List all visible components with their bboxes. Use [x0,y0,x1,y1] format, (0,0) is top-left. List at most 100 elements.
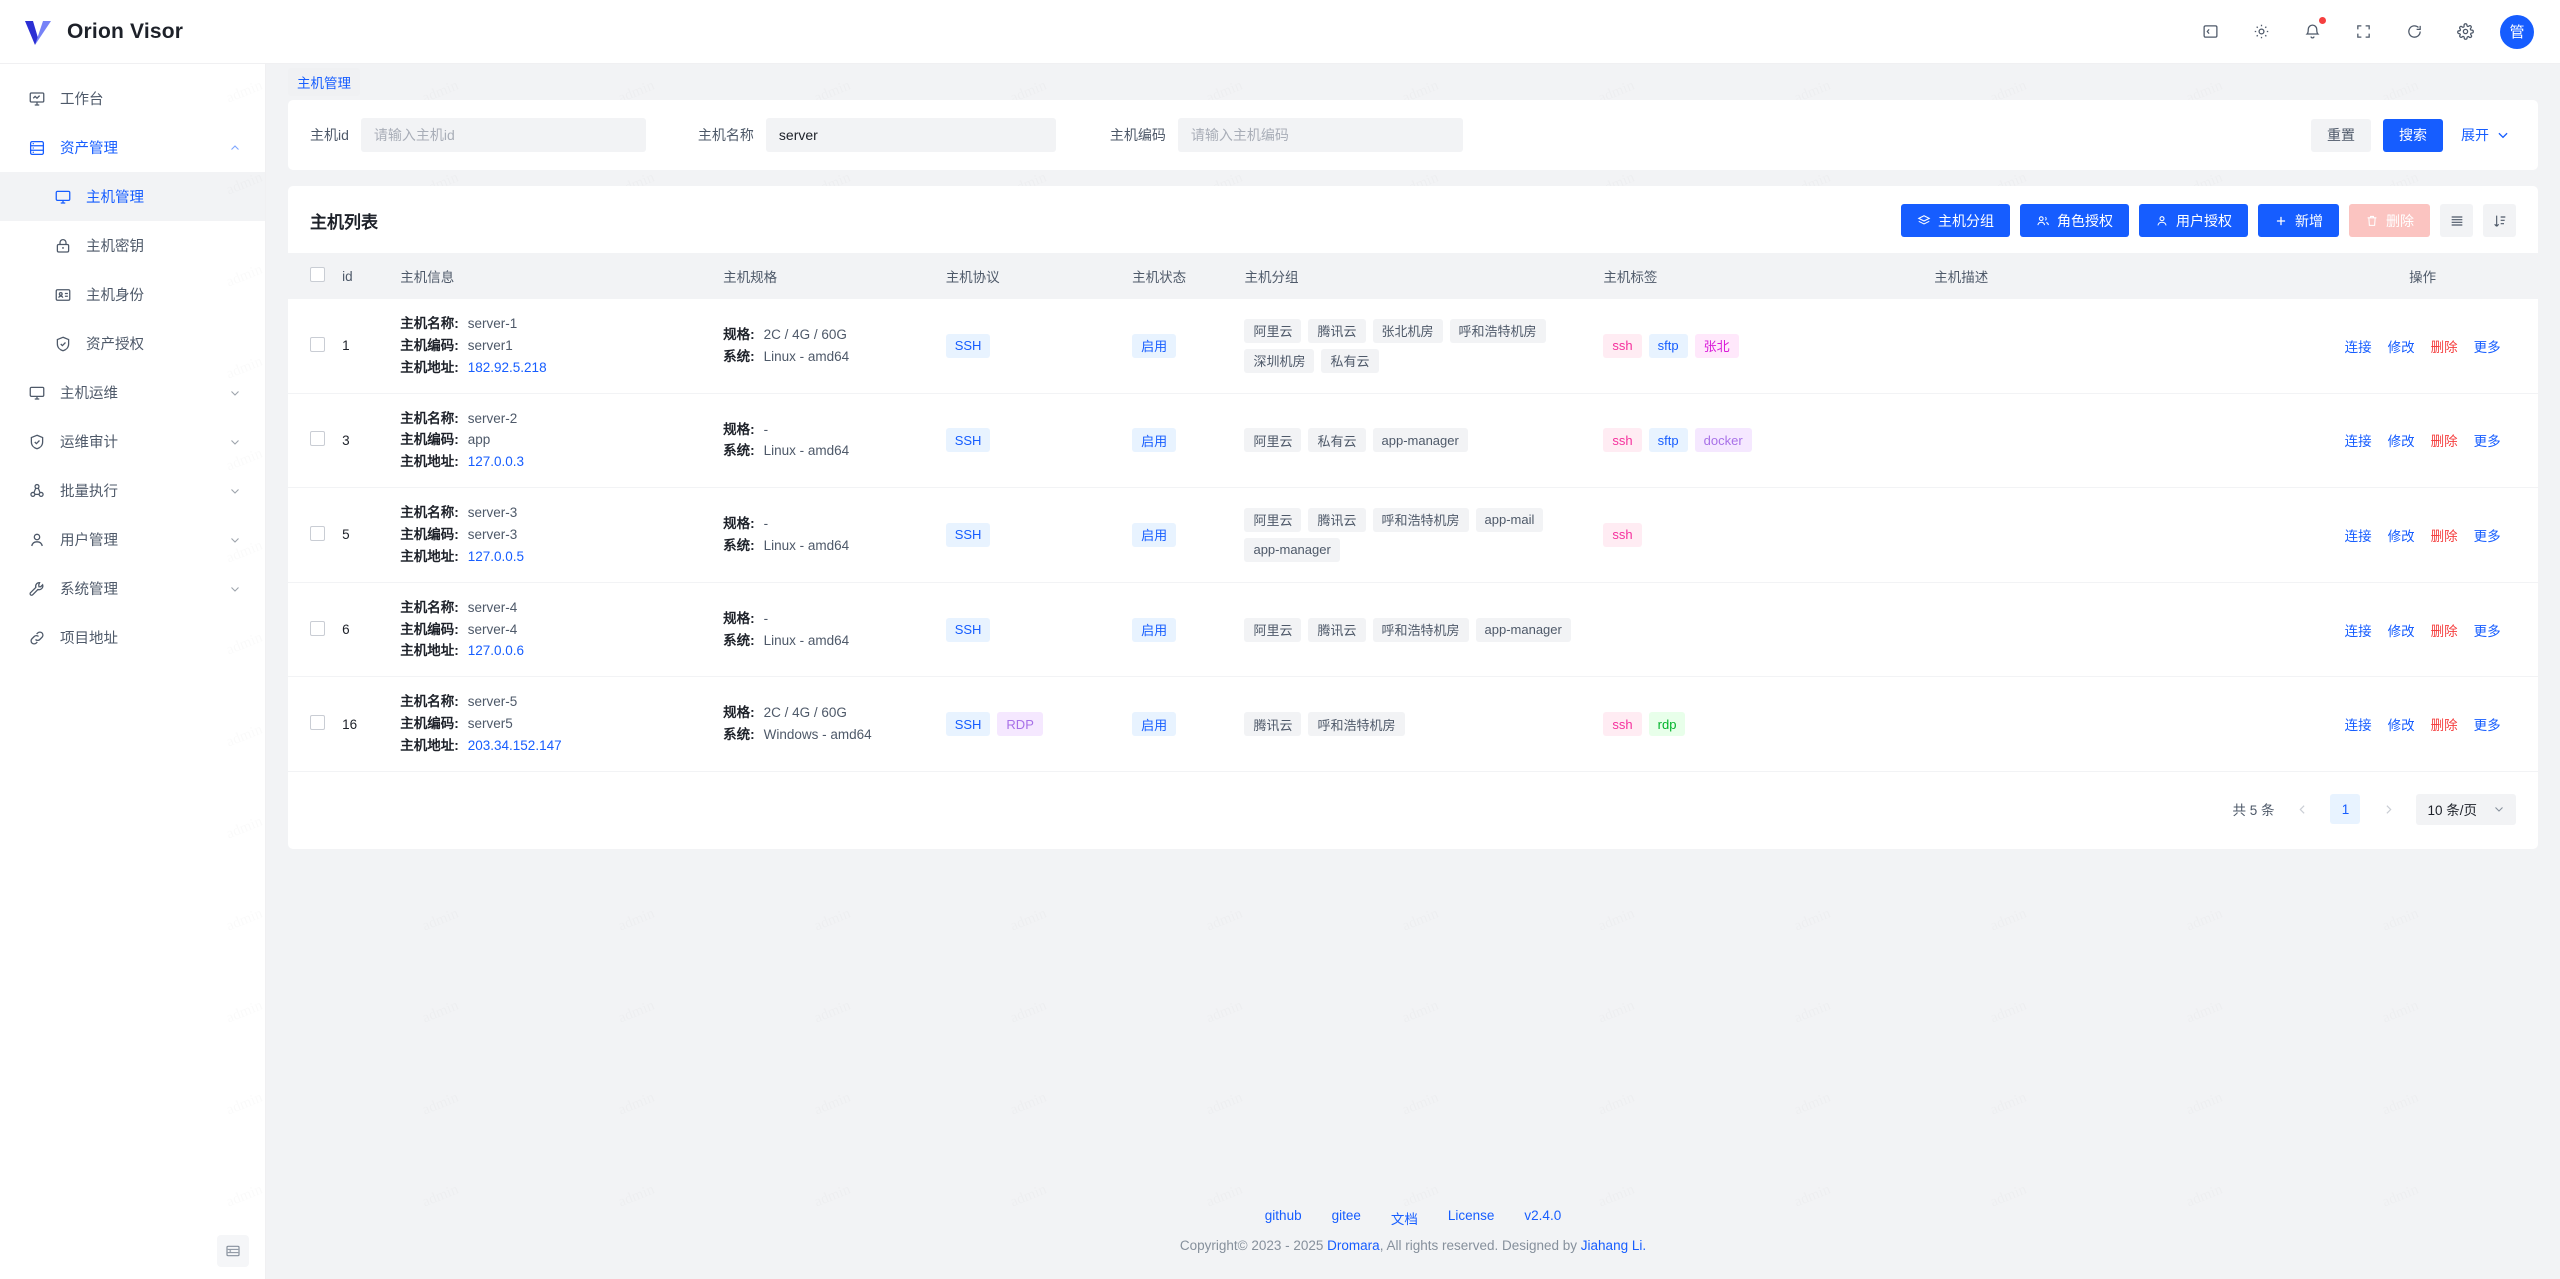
footer-link-dromara[interactable]: Dromara [1327,1238,1380,1253]
theme-sun-icon[interactable] [2245,15,2278,48]
kv-value: server-5 [467,694,518,710]
action-link[interactable]: 更多 [2473,528,2501,544]
footer-link-github[interactable]: github [1264,1208,1302,1223]
row-checkbox[interactable] [310,525,325,541]
sidebar-item-system-management[interactable]: 系统管理 [0,564,265,613]
sidebar-item-label: 资产授权 [86,337,144,353]
action-delete[interactable]: 删除 [2430,528,2458,544]
fullscreen-icon[interactable] [2347,15,2380,48]
table-row[interactable]: 5 主机名称: server-3 主机编码: server-3 主机地址: 127.0.0.… [288,487,2538,583]
column-host-desc: 主机描述 [1926,253,2308,299]
action-link[interactable]: 连接 [2344,718,2372,734]
kv-value[interactable]: 203.34.152.147 [467,738,562,754]
action-delete[interactable]: 删除 [2430,623,2458,639]
kv-value[interactable]: 182.92.5.218 [467,359,547,375]
delete-button[interactable]: 删除 [2349,204,2430,237]
kv-key: 主机名称: [400,599,459,615]
row-checkbox[interactable] [310,715,325,731]
footer-link-license[interactable]: License [1447,1208,1495,1223]
kv-value[interactable]: 127.0.0.6 [467,643,525,659]
sidebar-item-user-management[interactable]: 用户管理 [0,515,265,564]
action-link[interactable]: 修改 [2387,339,2415,355]
code-icon[interactable] [2194,15,2227,48]
expand-filters-button[interactable]: 展开 [2455,119,2516,152]
batch-icon [27,481,46,500]
brand[interactable]: Orion Visor [22,16,183,48]
sidebar-item-host-ops[interactable]: 主机运维 [0,368,265,417]
kv-value[interactable]: 127.0.0.3 [467,454,525,470]
page-size-select[interactable]: 10 条/页 [2416,793,2516,825]
cell-host-info: 主机名称: server-4 主机编码: server-4 主机地址: 127.0.0.6 [392,582,716,678]
sidebar-item-batch-execute[interactable]: 批量执行 [0,466,265,515]
kv-key: 主机名称: [400,316,459,331]
action-link[interactable]: 更多 [2473,718,2501,734]
action-link[interactable]: 更多 [2473,434,2501,450]
footer-link-gitee[interactable]: gitee [1331,1208,1361,1223]
sidebar-item-host-identity[interactable]: 主机身份 [0,270,265,319]
kv-value[interactable]: 127.0.0.5 [467,548,525,564]
tag-chip: app-manager [1244,537,1340,562]
reset-button[interactable]: 重置 [2311,118,2371,152]
notification-bell-icon[interactable] [2296,15,2329,48]
action-link[interactable]: 修改 [2387,434,2415,450]
footer-link-docs[interactable]: 文档 [1390,1212,1418,1227]
search-button[interactable]: 搜索 [2383,118,2443,152]
kv-pair: 主机名称: server-2 [400,408,707,430]
action-delete[interactable]: 删除 [2430,339,2458,355]
cell-host-desc [1926,299,2308,394]
action-delete[interactable]: 删除 [2430,434,2458,450]
host-code-input[interactable] [1177,118,1463,152]
row-checkbox[interactable] [310,336,325,352]
table-row[interactable]: 6 主机名称: server-4 主机编码: server-4 主机地址: 127.0.0.… [288,582,2538,678]
sidebar-item-asset-management[interactable]: 资产管理 [0,123,265,172]
role-auth-button[interactable]: 角色授权 [2020,204,2129,237]
action-link[interactable]: 修改 [2387,623,2415,639]
tag-chip: 阿里云 [1244,507,1302,532]
action-link[interactable]: 修改 [2387,528,2415,544]
host-group-button[interactable]: 主机分组 [1901,204,2010,237]
table-body: 1 主机名称: server-1 主机编码: server1 主机地址: 182.92.5.… [288,299,2538,772]
sidebar-item-host-key[interactable]: 主机密钥 [0,221,265,270]
sidebar-item-host-management[interactable]: 主机管理 [0,172,265,221]
sidebar-item-asset-authorization[interactable]: 资产授权 [0,319,265,368]
table-row[interactable]: 1 主机名称: server-1 主机编码: server1 主机地址: 182.92.5.… [288,299,2538,394]
footer-link-author[interactable]: Jiahang Li. [1580,1238,1647,1253]
tag-chip: 阿里云 [1244,617,1302,642]
action-link[interactable]: 连接 [2344,528,2372,544]
page-number-1[interactable]: 1 [2330,794,2361,825]
avatar[interactable]: 管 [2500,14,2534,49]
tag-chip: 腾讯云 [1308,507,1366,532]
density-icon[interactable] [2440,204,2473,237]
sidebar-item-ops-audit[interactable]: 运维审计 [0,417,265,466]
kv-pair: 主机地址: 182.92.5.218 [400,357,707,379]
next-page-button[interactable] [2374,795,2402,823]
sort-icon[interactable] [2483,204,2516,237]
add-button[interactable]: 新增 [2258,204,2339,237]
row-checkbox[interactable] [310,431,325,447]
action-link[interactable]: 更多 [2473,623,2501,639]
breadcrumb-item-host-management[interactable]: 主机管理 [288,68,360,96]
action-link[interactable]: 修改 [2387,718,2415,734]
user-auth-button[interactable]: 用户授权 [2139,204,2248,237]
collapse-sidebar-icon[interactable] [217,1235,249,1267]
select-all-checkbox[interactable] [310,267,325,282]
refresh-icon[interactable] [2398,15,2431,48]
prev-page-button[interactable] [2288,795,2316,823]
sidebar-item-workbench[interactable]: 工作台 [0,74,265,123]
table-row[interactable]: 16 主机名称: server-5 主机编码: server5 主机地址: 203.34.1… [288,676,2538,772]
footer-link-version[interactable]: v2.4.0 [1524,1208,1562,1223]
tag-chip: sftp [1648,428,1688,453]
settings-gear-icon[interactable] [2449,15,2482,48]
sidebar-item-project-url[interactable]: 项目地址 [0,613,265,662]
action-link[interactable]: 连接 [2344,623,2372,639]
action-link[interactable]: 连接 [2344,339,2372,355]
action-link[interactable]: 更多 [2473,339,2501,355]
action-link[interactable]: 连接 [2344,434,2372,450]
kv-value: server5 [467,716,513,732]
host-id-input[interactable] [360,118,646,152]
action-delete[interactable]: 删除 [2430,718,2458,734]
host-name-input[interactable] [765,118,1056,152]
table-row[interactable]: 3 主机名称: server-2 主机编码: app 主机地址: 127.0.0.3 规格: -… [288,393,2538,489]
row-checkbox[interactable] [310,620,325,636]
cell-host-tag: ssh rdp [1595,676,1927,772]
